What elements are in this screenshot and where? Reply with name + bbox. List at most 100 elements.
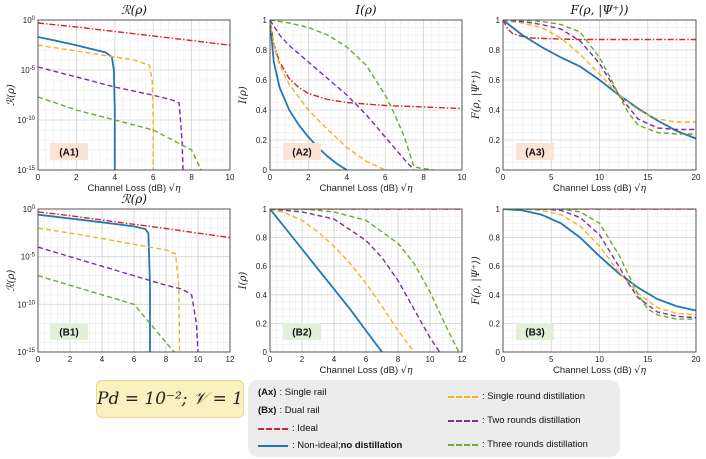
x-tick-label: 5 bbox=[549, 173, 554, 182]
x-tick-label: 5 bbox=[549, 355, 554, 364]
panel-label-bg bbox=[516, 143, 554, 160]
x-tick-label: 15 bbox=[643, 173, 652, 182]
x-tick-label: 0 bbox=[268, 355, 273, 364]
y-tick-label: 0.2 bbox=[256, 319, 268, 328]
x-tick-label: 8 bbox=[189, 173, 194, 182]
legend-item-ideal: : Ideal bbox=[258, 423, 318, 434]
legend-item-dual-rail: (Bx) : Dual rail bbox=[258, 405, 320, 416]
x-tick-label: 2 bbox=[306, 173, 311, 182]
x-axis-label: Channel Loss (dB) √η bbox=[319, 365, 412, 376]
legend-three-label: : Three rounds distillation bbox=[482, 439, 588, 450]
series-line-two-rounds bbox=[38, 246, 199, 352]
x-axis-label: Channel Loss (dB) √η bbox=[553, 365, 646, 376]
series-line-ideal bbox=[38, 22, 230, 46]
y-tick-label: 100 bbox=[23, 16, 36, 25]
y-tick-label: 10-15 bbox=[17, 166, 35, 175]
legend: (Ax) : Single rail (Bx) : Dual rail : Id… bbox=[248, 380, 620, 457]
legend-item-two-rounds: : Two rounds distillation bbox=[448, 415, 581, 426]
x-axis-label: Channel Loss (dB) √η bbox=[87, 183, 180, 194]
x-tick-label: 2 bbox=[74, 173, 79, 182]
x-tick-label: 10 bbox=[194, 355, 203, 364]
y-tick-label: 0 bbox=[263, 166, 268, 175]
legend-two-label: : Two rounds distillation bbox=[482, 415, 581, 426]
series-line-single-round bbox=[38, 44, 154, 170]
panel-label-bg bbox=[50, 323, 88, 340]
x-tick-label: 15 bbox=[643, 355, 652, 364]
panel-a2: 0 2 4 6 8 10 0 0.2 0.4 0.6 0.8 1 I(ρ) Channel Loss (d… bbox=[238, 3, 467, 194]
y-tick-label: 0.8 bbox=[489, 46, 501, 55]
y-tick-label: 0.8 bbox=[256, 46, 268, 55]
panel-label: (B1) bbox=[59, 328, 78, 339]
panel-b3: 0 5 10 15 20 0 0.2 0.4 0.6 0.8 1 Channel Loss (dB) … bbox=[471, 205, 701, 376]
x-tick-label: 8 bbox=[421, 173, 426, 182]
y-tick-label: 0.8 bbox=[489, 234, 501, 243]
x-tick-label: 6 bbox=[364, 355, 369, 364]
two-rounds-line-icon bbox=[448, 419, 478, 422]
series-line-single-round bbox=[270, 209, 415, 352]
x-tick-label: 2 bbox=[68, 355, 73, 364]
panel-title: F(ρ, |Ψ⁺⟩) bbox=[570, 3, 629, 17]
y-tick-label: 10-10 bbox=[17, 116, 35, 125]
y-tick-label: 0 bbox=[263, 348, 268, 357]
panel-label-bg bbox=[50, 143, 88, 160]
y-tick-label: 0.4 bbox=[489, 291, 501, 300]
y-tick-label: 0.4 bbox=[256, 106, 268, 115]
ideal-line-icon bbox=[258, 427, 288, 430]
y-tick-label: 10-5 bbox=[21, 253, 36, 262]
panel-label-bg bbox=[283, 143, 321, 160]
series-line-single-round bbox=[270, 20, 386, 170]
panel-a1: 0 2 4 6 8 10 100 10-5 10-10 10-15 ℛ(ρ) Channel Loss… bbox=[6, 3, 235, 194]
panel-label: (A3) bbox=[525, 148, 544, 159]
panel-b2: 0 2 4 6 8 10 12 0 0.2 0.4 0.6 0.8 1 Channel Loss (dB)… bbox=[238, 205, 467, 376]
legend-item-single-round: : Single round distillation bbox=[448, 391, 585, 402]
no-distillation-line-icon bbox=[258, 444, 288, 447]
panel-title: I(ρ) bbox=[354, 3, 376, 17]
panel-label: (A2) bbox=[292, 148, 311, 159]
panel-label-bg bbox=[516, 323, 554, 340]
legend-item-no-distillation: : Non-ideal; no distillation bbox=[258, 440, 402, 451]
y-axis-label: F(ρ, |Ψ⁺⟩) bbox=[471, 71, 482, 120]
y-axis-label: F(ρ, |Ψ⁺⟩) bbox=[471, 256, 482, 305]
series-line-ideal bbox=[270, 20, 462, 110]
y-tick-label: 10-5 bbox=[21, 66, 36, 75]
x-tick-label: 10 bbox=[595, 173, 604, 182]
x-tick-label: 12 bbox=[226, 355, 235, 364]
legend-ax-code: (Ax) bbox=[258, 387, 277, 398]
series-line-three-rounds bbox=[38, 275, 175, 352]
axes-frame bbox=[37, 208, 231, 353]
panel-label: (B2) bbox=[292, 328, 311, 339]
axes-frame bbox=[502, 208, 697, 353]
x-tick-label: 6 bbox=[132, 355, 137, 364]
x-tick-label: 10 bbox=[595, 355, 604, 364]
series-line-no-distillation bbox=[503, 20, 696, 140]
legend-item-single-rail: (Ax) : Single rail bbox=[258, 387, 326, 398]
legend-bx-label: : Dual rail bbox=[279, 405, 320, 416]
x-tick-label: 4 bbox=[345, 173, 350, 182]
series-line-three-rounds bbox=[38, 96, 202, 170]
series-line-two-rounds bbox=[503, 20, 696, 131]
series-line-no-distillation bbox=[38, 213, 151, 352]
y-tick-label: 0 bbox=[496, 166, 501, 175]
series-line-three-rounds bbox=[270, 209, 460, 352]
y-tick-label: 1 bbox=[263, 16, 268, 25]
series-line-ideal bbox=[503, 20, 696, 41]
series-line-single-round bbox=[503, 20, 696, 123]
series-line-no-distillation bbox=[270, 209, 383, 352]
series-line-two-rounds bbox=[270, 209, 441, 352]
x-axis-label: Channel Loss (dB) √η bbox=[553, 183, 646, 194]
series-line-single-round bbox=[38, 227, 181, 352]
panel-b1: 0 2 4 6 8 10 12 100 10-5 10-10 10-15 ℛ(ρ) ℛ(ρ) (B1) bbox=[6, 192, 235, 364]
y-tick-label: 1 bbox=[263, 205, 268, 214]
y-tick-label: 0.4 bbox=[256, 291, 268, 300]
three-rounds-line-icon bbox=[448, 443, 478, 446]
y-tick-label: 10-10 bbox=[17, 300, 35, 309]
y-tick-label: 1 bbox=[496, 16, 501, 25]
x-tick-label: 6 bbox=[383, 173, 388, 182]
axes-frame bbox=[269, 208, 463, 353]
y-axis-label: ℛ(ρ) bbox=[6, 270, 17, 292]
legend-single-label: : Single round distillation bbox=[482, 391, 585, 402]
series-line-no-distillation bbox=[503, 209, 696, 312]
y-tick-label: 0.2 bbox=[489, 136, 501, 145]
x-tick-label: 12 bbox=[458, 355, 467, 364]
y-axis-label: I(ρ) bbox=[238, 86, 249, 105]
